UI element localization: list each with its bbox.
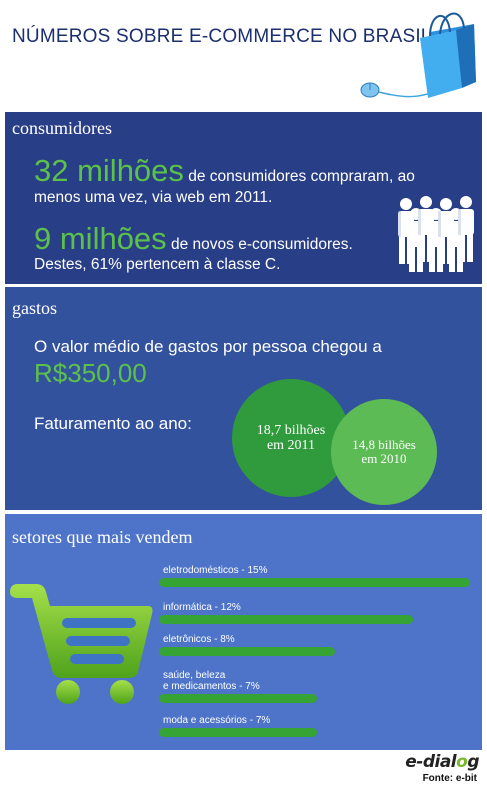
sector-bar-electronics (159, 647, 335, 656)
consumers-section-title: consumidores (12, 118, 112, 138)
source-credit: Fonte: e-bit (422, 773, 477, 784)
consumers-stat2-text-a: de novos e-consumidores. (171, 236, 353, 253)
revenue-2010-year: em 2010 (361, 451, 407, 466)
revenue-2010-circle: 14,8 bilhões em 2010 (331, 399, 437, 505)
consumers-stat1-text-a: de consumidores compraram, ao (188, 168, 415, 185)
sector-bar-health (159, 694, 317, 703)
spending-average-value: R$350,00 (34, 358, 147, 388)
sector-bar-fashion (159, 728, 317, 737)
consumers-stat1-line1: 32 milhões de consumidores compraram, ao (34, 153, 415, 189)
sector-bar-computing (159, 615, 413, 624)
people-crowd-icon (398, 196, 474, 272)
spending-average-text: O valor médio de gastos por pessoa chego… (34, 337, 382, 356)
sector-bar-appliances (159, 578, 470, 587)
consumers-stat2-value: 9 milhões (34, 221, 167, 256)
sector-label-health-line1: saúde, beleza (163, 670, 226, 681)
page-title: NÚMEROS SOBRE E-COMMERCE NO BRASIL (12, 26, 432, 47)
edialog-logo: e-dialog (405, 752, 479, 772)
consumers-stat1-value: 32 milhões (34, 153, 184, 188)
revenue-label: Faturamento ao ano: (34, 414, 192, 433)
sector-label-appliances: eletrodomésticos - 15% (163, 565, 268, 576)
sector-label-computing: informática - 12% (163, 602, 241, 613)
consumers-stat1-text-b: menos uma vez, via web em 2011. (34, 189, 273, 206)
revenue-2011-circle: 18,7 bilhões em 2011 (232, 379, 350, 497)
consumers-stat2-line1: 9 milhões de novos e-consumidores. (34, 221, 353, 257)
revenue-2011-amount: 18,7 bilhões (256, 423, 326, 438)
sectors-section-title: setores que mais vendem (12, 527, 193, 547)
shopping-bag-mouse-icon (360, 12, 476, 98)
sector-label-fashion: moda e acessórios - 7% (163, 715, 271, 726)
revenue-2010-amount: 14,8 bilhões (352, 437, 416, 452)
sector-label-electronics: eletrônicos - 8% (163, 634, 235, 645)
spending-section-title: gastos (12, 298, 57, 318)
consumers-stat2-text-b: Destes, 61% pertencem à classe C. (34, 256, 281, 273)
sector-label-health-line2: e medicamentos - 7% (163, 681, 260, 692)
revenue-2011-year: em 2011 (266, 438, 316, 453)
shopping-cart-icon (10, 584, 153, 704)
